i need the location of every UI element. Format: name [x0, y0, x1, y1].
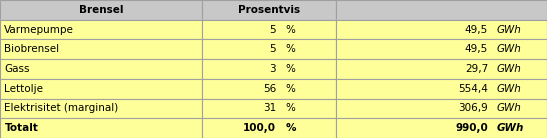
Bar	[336, 59, 547, 79]
Text: %: %	[286, 123, 296, 133]
Text: GWh: GWh	[497, 123, 524, 133]
Bar	[202, 118, 336, 138]
Text: GWh: GWh	[497, 64, 521, 74]
Text: %: %	[286, 64, 295, 74]
Text: 306,9: 306,9	[458, 103, 488, 113]
Text: Totalt: Totalt	[4, 123, 38, 133]
Bar	[336, 0, 547, 20]
Text: %: %	[286, 103, 295, 113]
Bar	[336, 99, 547, 118]
Bar	[0, 79, 202, 99]
Text: %: %	[286, 25, 295, 35]
Bar	[202, 79, 336, 99]
Text: Lettolje: Lettolje	[4, 84, 43, 94]
Text: Prosentvis: Prosentvis	[238, 5, 300, 15]
Text: 49,5: 49,5	[465, 25, 488, 35]
Text: 49,5: 49,5	[465, 44, 488, 54]
Bar	[0, 118, 202, 138]
Bar	[0, 20, 202, 39]
Text: Varmepumpe: Varmepumpe	[4, 25, 74, 35]
Text: Gass: Gass	[4, 64, 30, 74]
Bar	[336, 79, 547, 99]
Bar	[336, 39, 547, 59]
Text: 31: 31	[263, 103, 276, 113]
Bar	[202, 59, 336, 79]
Text: 554,4: 554,4	[458, 84, 488, 94]
Text: 29,7: 29,7	[465, 64, 488, 74]
Text: 56: 56	[263, 84, 276, 94]
Bar	[202, 20, 336, 39]
Text: 100,0: 100,0	[243, 123, 276, 133]
Bar	[202, 0, 336, 20]
Bar	[0, 99, 202, 118]
Bar	[202, 99, 336, 118]
Text: Biobrensel: Biobrensel	[4, 44, 60, 54]
Bar	[0, 39, 202, 59]
Text: Elektrisitet (marginal): Elektrisitet (marginal)	[4, 103, 119, 113]
Text: GWh: GWh	[497, 84, 521, 94]
Bar	[0, 0, 202, 20]
Text: 5: 5	[270, 44, 276, 54]
Text: 5: 5	[270, 25, 276, 35]
Text: %: %	[286, 84, 295, 94]
Text: Brensel: Brensel	[79, 5, 124, 15]
Text: 990,0: 990,0	[455, 123, 488, 133]
Text: GWh: GWh	[497, 25, 521, 35]
Text: %: %	[286, 44, 295, 54]
Bar	[0, 59, 202, 79]
Bar	[336, 20, 547, 39]
Text: 3: 3	[270, 64, 276, 74]
Bar	[336, 118, 547, 138]
Text: GWh: GWh	[497, 103, 521, 113]
Bar	[202, 39, 336, 59]
Text: GWh: GWh	[497, 44, 521, 54]
